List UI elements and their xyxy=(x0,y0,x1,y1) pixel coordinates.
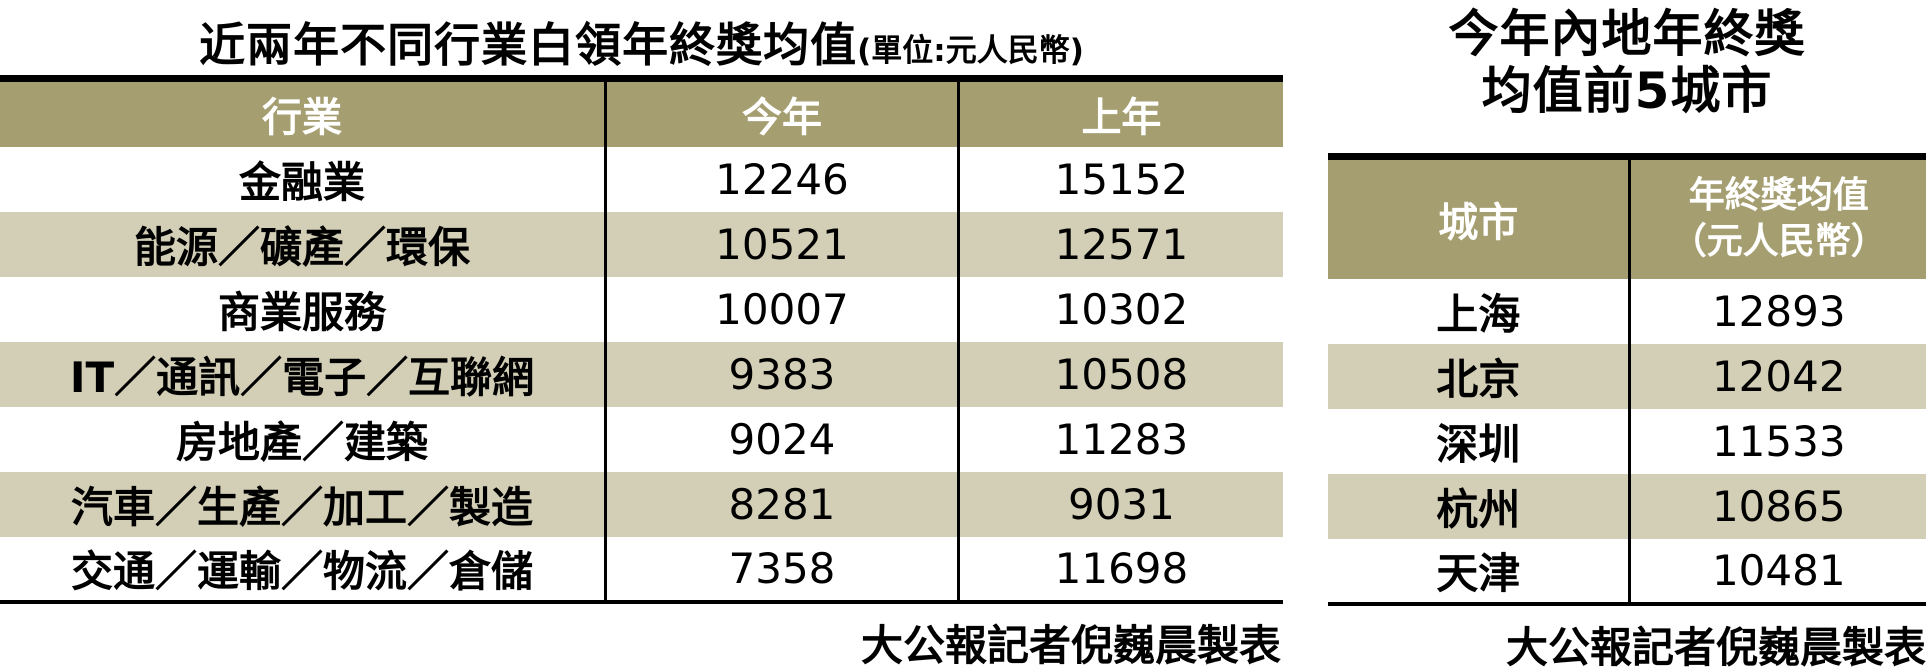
city-table-title-line2: 均值前5城市 xyxy=(1481,62,1773,120)
table-cell: 10302 xyxy=(956,276,1283,342)
table-cell: 15152 xyxy=(956,146,1283,212)
city-table-title: 今年內地年終獎 均值前5城市 xyxy=(1328,0,1926,153)
table-cell: 汽車／生產／加工／製造 xyxy=(71,482,534,532)
table-row: 深圳 11533 xyxy=(1328,408,1926,474)
table-cell: 12571 xyxy=(956,211,1283,277)
table-row: 杭州 10865 xyxy=(1328,473,1926,539)
industry-table-title: 近兩年不同行業白領年終獎均值(單位:元人民幣) xyxy=(0,0,1283,75)
table-cell: 11533 xyxy=(1628,408,1926,474)
table-cell: 北京 xyxy=(1436,354,1521,404)
table-row: 天津 10481 xyxy=(1328,538,1926,604)
table-cell: 9024 xyxy=(604,406,959,472)
table-cell: 10865 xyxy=(1628,473,1926,539)
table-cell: 7358 xyxy=(604,536,959,602)
table-cell: 10521 xyxy=(604,211,959,277)
column-header-industry: 行業 xyxy=(0,78,606,147)
table-row: 交通／運輸／物流／倉儲 7358 11698 xyxy=(0,536,1283,602)
table-cell: 杭州 xyxy=(1436,484,1521,534)
table-cell: 上海 xyxy=(1436,289,1521,339)
table-cell: 深圳 xyxy=(1436,419,1521,469)
industry-table-body: 金融業 12246 15152 能源／礦產／環保 10521 12571 商業服務 10007… xyxy=(0,146,1283,602)
table-cell: 8281 xyxy=(604,471,959,537)
table-cell: 10508 xyxy=(956,341,1283,407)
table-row: IT／通訊／電子／互聯網 9383 10508 xyxy=(0,341,1283,407)
industry-table-title-text: 近兩年不同行業白領年終獎均值 xyxy=(199,18,858,72)
table-cell: 金融業 xyxy=(239,157,366,207)
table-row: 房地產／建築 9024 11283 xyxy=(0,406,1283,472)
table-cell: 能源／礦產／環保 xyxy=(134,222,471,272)
header-row: 行業 今年 上年 xyxy=(0,78,1283,147)
industry-bonus-table: 行業 今年 上年 金融業 12246 15152 能源／礦產／環保 10521 12571… xyxy=(0,75,1283,604)
table-row: 汽車／生產／加工／製造 8281 9031 xyxy=(0,471,1283,537)
table-cell: 11283 xyxy=(956,406,1283,472)
city-bonus-table: 城市 年終獎均值 （元人民幣） 上海 12893 北京 12042 深圳 11533 杭州 1… xyxy=(1328,153,1926,606)
table-cell: 11698 xyxy=(956,536,1283,602)
table-cell: 商業服務 xyxy=(218,287,387,337)
industry-table-title-unit: (單位:元人民幣) xyxy=(857,33,1084,69)
table-row: 上海 12893 xyxy=(1328,278,1926,344)
city-table-body: 上海 12893 北京 12042 深圳 11533 杭州 10865 天津 10481 xyxy=(1328,278,1926,604)
table-cell: 9383 xyxy=(604,341,959,407)
city-table-title-line1: 今年內地年終獎 xyxy=(1448,5,1806,63)
city-bonus-section: 今年內地年終獎 均值前5城市 城市 年終獎均值 （元人民幣） 上海 12893 北京… xyxy=(1328,0,1926,670)
table-row: 金融業 12246 15152 xyxy=(0,146,1283,212)
press-credit-left: 大公報記者倪巍晨製表 xyxy=(860,620,1281,670)
table-row: 北京 12042 xyxy=(1328,343,1926,409)
table-cell: 交通／運輸／物流／倉儲 xyxy=(71,546,534,596)
column-header-last-year: 上年 xyxy=(956,78,1283,147)
table-cell: 12042 xyxy=(1628,343,1926,409)
press-credit-right: 大公報記者倪巍晨製表 xyxy=(1505,622,1926,670)
table-cell: 12246 xyxy=(604,146,959,212)
table-cell: IT／通訊／電子／互聯網 xyxy=(69,352,535,402)
bonus-average-label: 年終獎均值 xyxy=(1688,175,1869,217)
bonus-average-unit: （元人民幣） xyxy=(1670,221,1887,263)
table-row: 商業服務 10007 10302 xyxy=(0,276,1283,342)
column-header-this-year: 今年 xyxy=(604,78,959,147)
industry-bonus-section: 近兩年不同行業白領年終獎均值(單位:元人民幣) 行業 今年 上年 金融業 1224… xyxy=(0,0,1283,670)
table-cell: 9031 xyxy=(956,471,1283,537)
city-table-header: 城市 年終獎均值 （元人民幣） xyxy=(1328,156,1926,279)
table-cell: 房地產／建築 xyxy=(176,417,429,467)
table-row: 能源／礦產／環保 10521 12571 xyxy=(0,211,1283,277)
column-header-bonus-average: 年終獎均值 （元人民幣） xyxy=(1628,156,1926,279)
table-cell: 12893 xyxy=(1628,278,1926,344)
table-cell: 10481 xyxy=(1628,538,1926,604)
industry-table-header: 行業 今年 上年 xyxy=(0,78,1283,147)
table-cell: 天津 xyxy=(1436,548,1521,598)
table-cell: 10007 xyxy=(604,276,959,342)
column-header-city: 城市 xyxy=(1328,156,1630,279)
header-row: 城市 年終獎均值 （元人民幣） xyxy=(1328,156,1926,279)
